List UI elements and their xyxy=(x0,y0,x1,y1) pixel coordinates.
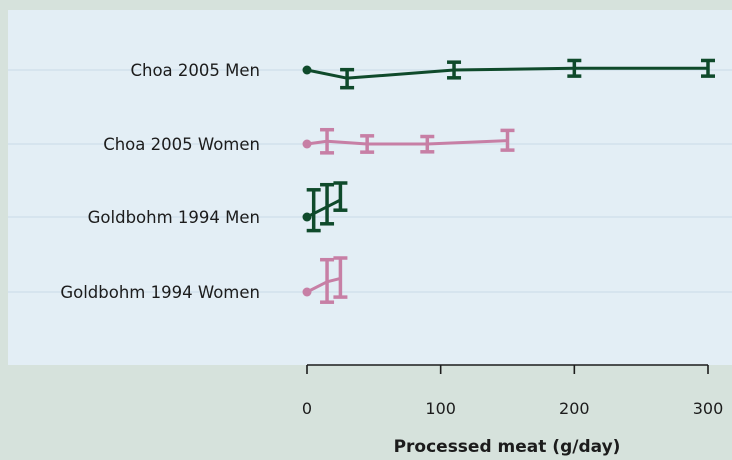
baseline-point xyxy=(302,65,312,75)
x-tick-label: 0 xyxy=(302,399,312,418)
x-tick-label: 100 xyxy=(425,399,456,418)
x-tick-label: 300 xyxy=(693,399,724,418)
row-label: Choa 2005 Women xyxy=(103,135,260,154)
x-tick-label: 200 xyxy=(559,399,590,418)
baseline-point xyxy=(302,212,312,222)
baseline-point xyxy=(302,287,312,297)
baseline-point xyxy=(302,139,312,149)
plot-panel xyxy=(8,10,732,365)
row-label: Goldbohm 1994 Women xyxy=(60,283,260,302)
row-label: Choa 2005 Men xyxy=(130,61,260,80)
row-label: Goldbohm 1994 Men xyxy=(88,208,260,227)
x-axis-title: Processed meat (g/day) xyxy=(394,437,621,457)
